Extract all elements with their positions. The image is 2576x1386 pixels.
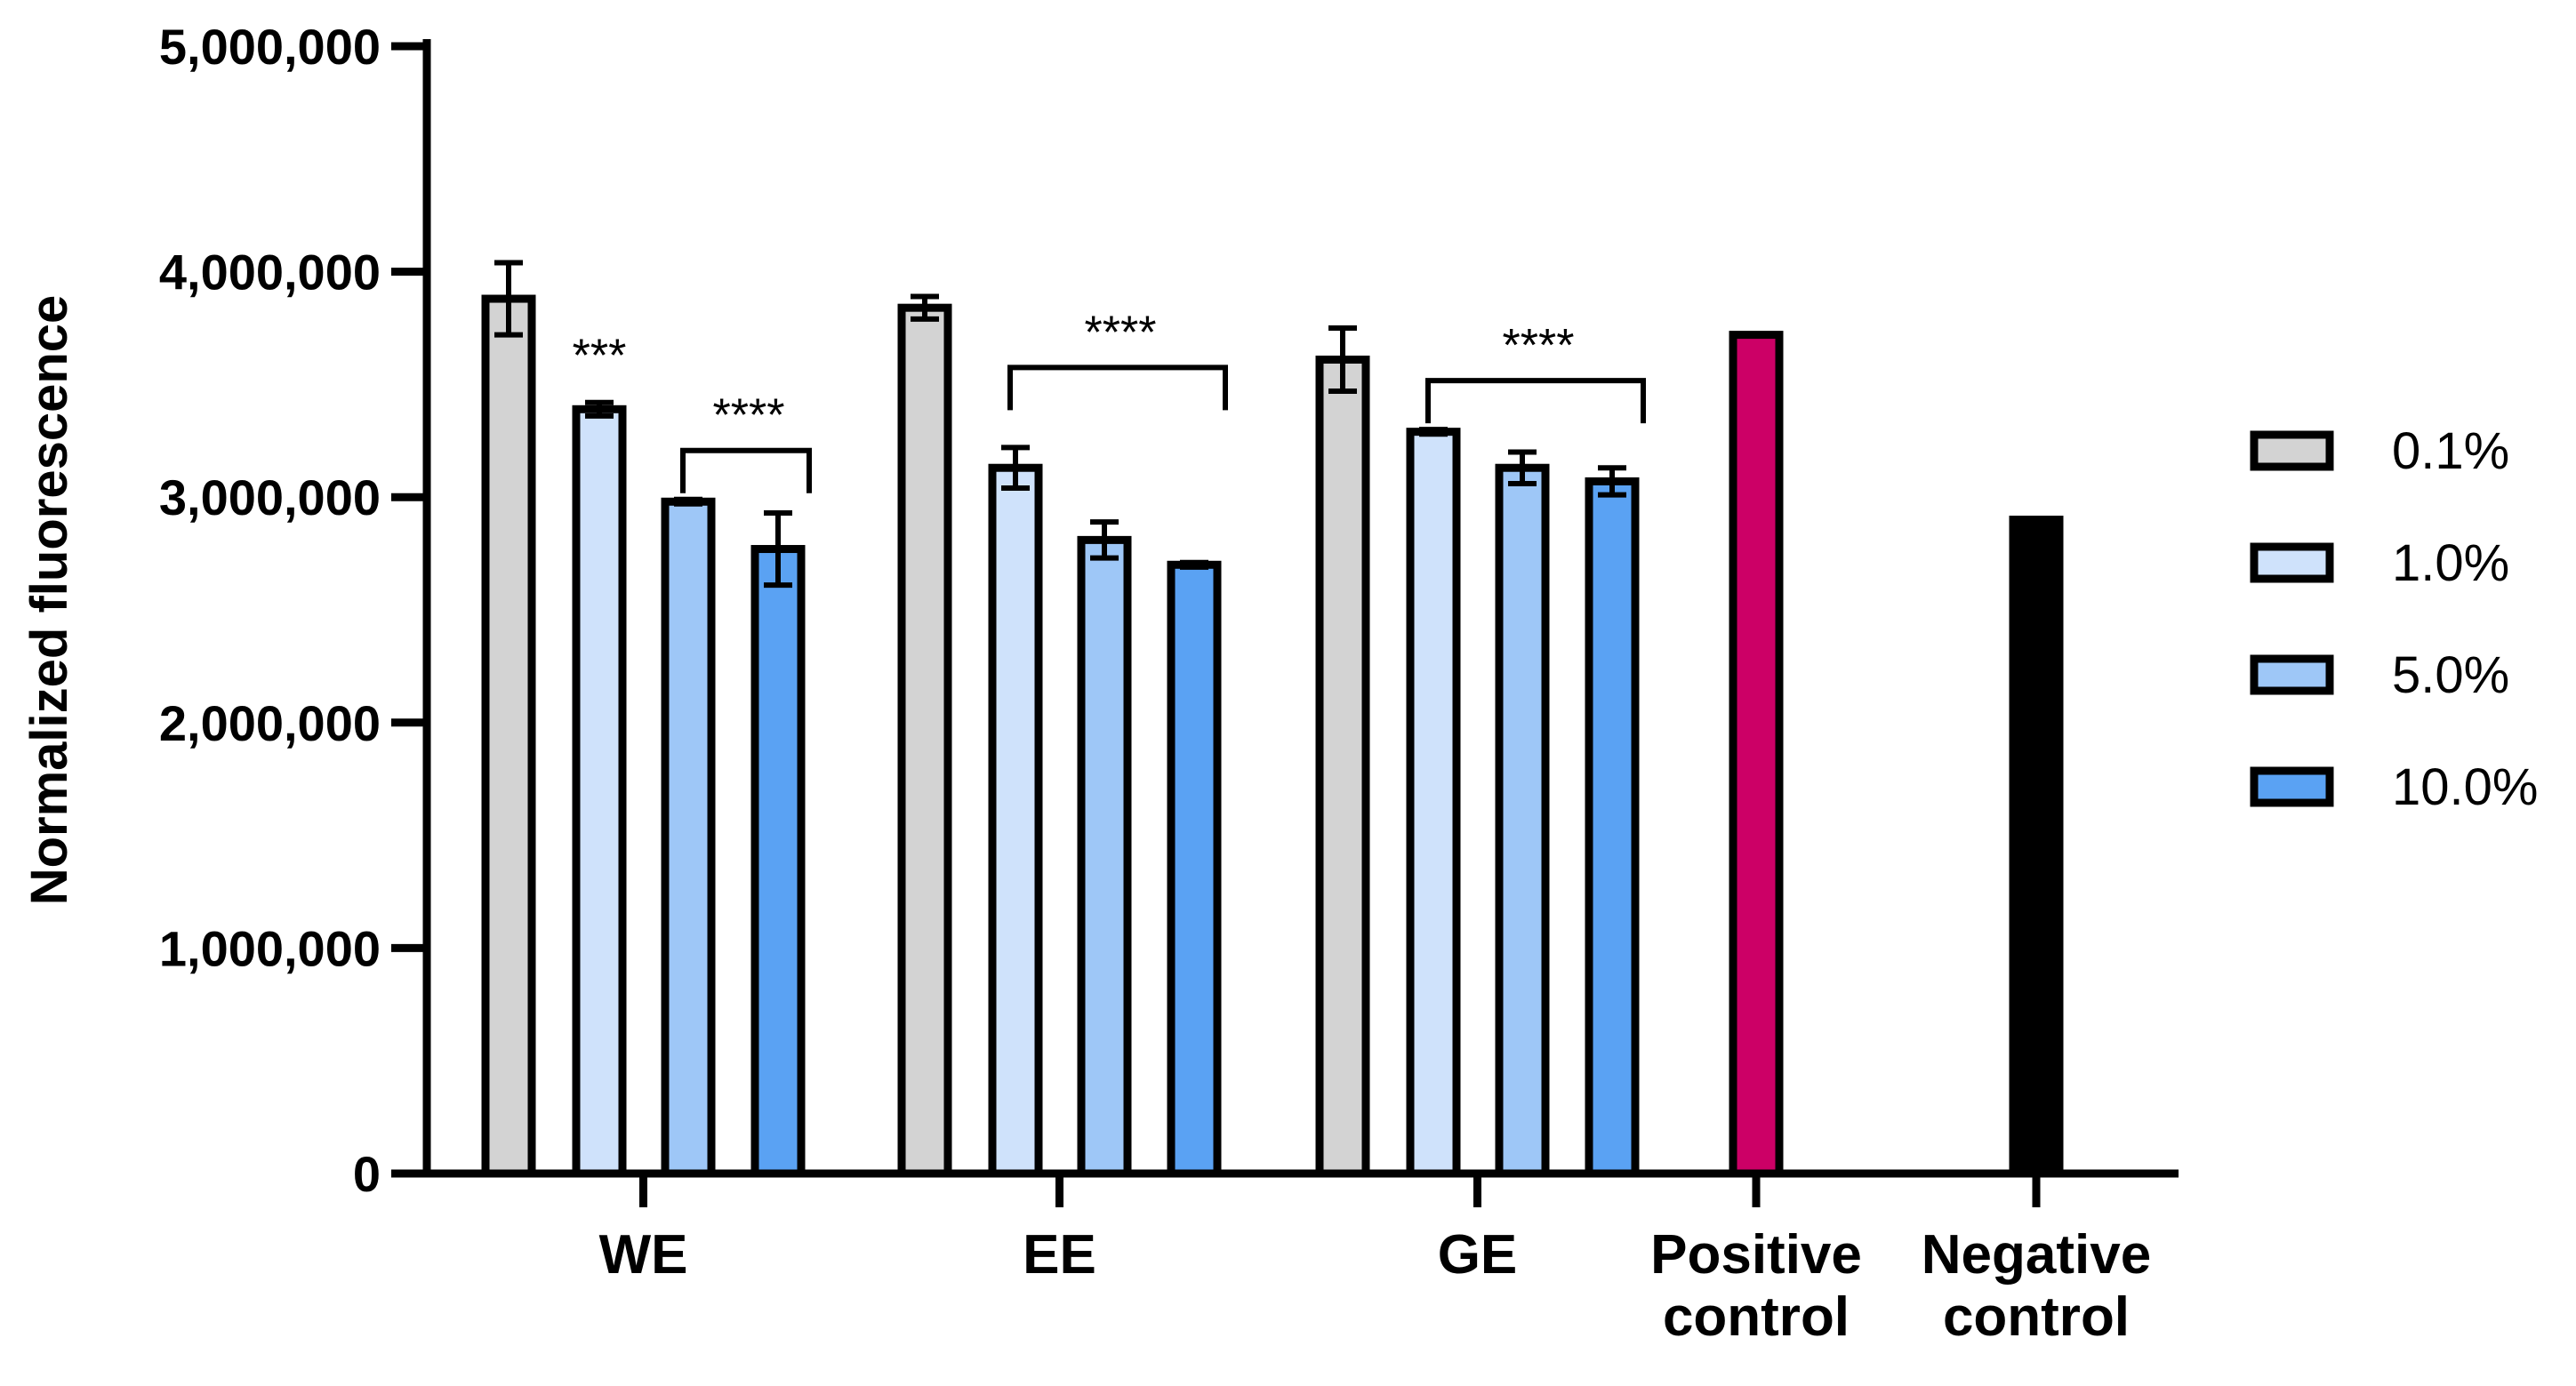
significance-bracket bbox=[1425, 378, 1646, 424]
y-tick-label: 2,000,000 bbox=[159, 695, 381, 751]
bar bbox=[1406, 428, 1461, 1178]
bar bbox=[750, 545, 806, 1178]
significance-label: **** bbox=[1085, 307, 1157, 358]
bar bbox=[988, 463, 1043, 1178]
legend-swatch bbox=[2250, 766, 2334, 807]
y-tick-label: 5,000,000 bbox=[159, 19, 381, 75]
bar bbox=[1495, 463, 1550, 1178]
bar bbox=[897, 303, 952, 1178]
significance-label: *** bbox=[573, 331, 627, 382]
legend-label: 0.1% bbox=[2392, 422, 2509, 480]
x-tick-label: GE bbox=[1438, 1224, 1518, 1286]
x-tick-label: control bbox=[1943, 1286, 2130, 1348]
y-tick-label: 0 bbox=[353, 1146, 381, 1202]
significance-label: **** bbox=[1503, 320, 1575, 372]
significance-bracket bbox=[1007, 365, 1228, 411]
legend-swatch bbox=[2250, 430, 2334, 471]
y-axis-label: Normalized fluorescence bbox=[20, 295, 78, 906]
x-tick-label: Positive bbox=[1650, 1224, 1862, 1286]
x-tick-label: WE bbox=[599, 1224, 688, 1286]
control-bar bbox=[2009, 516, 2064, 1178]
legend-label: 1.0% bbox=[2392, 534, 2509, 592]
bar bbox=[481, 294, 536, 1178]
bar bbox=[1315, 356, 1370, 1178]
y-tick-label: 1,000,000 bbox=[159, 920, 381, 976]
bar bbox=[661, 497, 716, 1178]
y-tick-label: 3,000,000 bbox=[159, 469, 381, 525]
bar bbox=[572, 405, 627, 1178]
legend-swatch bbox=[2250, 542, 2334, 583]
significance-bracket bbox=[680, 447, 812, 493]
bar bbox=[1167, 560, 1222, 1178]
legend-swatch bbox=[2250, 654, 2334, 695]
x-tick-label: Negative bbox=[1922, 1224, 2151, 1286]
y-tick-label: 4,000,000 bbox=[159, 244, 381, 300]
significance-label: **** bbox=[713, 390, 785, 442]
x-tick-label: control bbox=[1663, 1286, 1850, 1348]
control-bar bbox=[1729, 331, 1784, 1178]
x-tick-label: EE bbox=[1023, 1224, 1096, 1286]
bar bbox=[1077, 535, 1132, 1178]
bar bbox=[1585, 477, 1640, 1178]
legend-label: 10.0% bbox=[2392, 758, 2538, 816]
legend-label: 5.0% bbox=[2392, 646, 2509, 704]
